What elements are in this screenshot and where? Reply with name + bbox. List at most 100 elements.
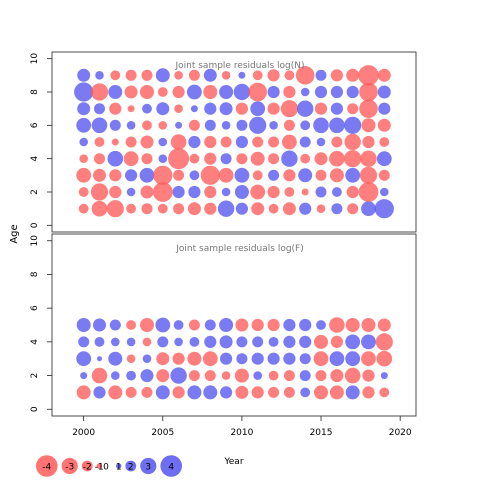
y-tick-label: 2 <box>30 189 40 195</box>
residual-bubble <box>344 367 361 384</box>
residual-bubble <box>300 387 311 398</box>
residual-bubble <box>283 169 296 182</box>
residual-bubble <box>189 170 200 181</box>
panel-n: Joint sample residuals log(N) 0 2 4 6 8 10 <box>30 51 417 233</box>
residual-bubble <box>330 335 343 348</box>
residual-bubble <box>155 385 170 400</box>
legend-label: 1 <box>116 463 122 473</box>
residual-bubble <box>124 85 138 99</box>
residual-bubble <box>219 318 234 332</box>
residual-bubble <box>74 82 94 102</box>
residual-bubble <box>94 103 105 115</box>
residual-bubble <box>358 65 379 86</box>
residual-bubble <box>252 336 264 348</box>
residual-bubble <box>345 318 360 332</box>
legend-bubble <box>125 460 137 472</box>
residual-bubble <box>376 350 393 367</box>
residual-bubble <box>79 137 88 147</box>
residual-bubble <box>93 318 106 332</box>
residual-bubble <box>251 386 264 399</box>
residual-bubble <box>204 202 217 215</box>
residual-bubble <box>157 203 168 214</box>
legend-bubble <box>36 455 58 477</box>
residual-bubble <box>329 317 345 333</box>
residual-bubble <box>347 103 359 115</box>
residual-bubble <box>203 68 217 82</box>
residual-bubble <box>140 369 154 383</box>
residual-bubble <box>297 100 314 117</box>
residual-bubble <box>158 137 168 147</box>
residual-bubble <box>329 150 345 167</box>
residual-bubble <box>125 69 137 81</box>
residual-bubble <box>378 169 390 181</box>
legend-bubble <box>96 463 103 469</box>
residual-bubble <box>268 203 279 214</box>
residual-bubble <box>299 370 311 382</box>
residual-bubble <box>141 153 153 165</box>
residual-bubble <box>220 153 232 165</box>
y-tick-label: 6 <box>30 122 40 128</box>
residual-bubble <box>220 352 233 365</box>
residual-bubble <box>362 135 375 149</box>
residual-bubble <box>283 318 296 332</box>
residual-bubble <box>187 202 201 216</box>
residual-bubble <box>106 200 124 218</box>
residual-bubble <box>301 188 309 196</box>
y-axis-n: 0 2 4 6 8 10 <box>30 53 52 228</box>
legend-bubble <box>140 457 157 475</box>
residual-bubble <box>300 87 310 97</box>
residual-bubble <box>360 150 377 167</box>
residual-bubble <box>377 68 391 82</box>
residual-bubble <box>315 370 327 382</box>
residual-bubble <box>283 119 295 131</box>
legend-label: 4 <box>168 463 174 473</box>
residual-bubble <box>156 102 170 116</box>
residual-bubble <box>248 82 267 102</box>
residual-bubble <box>234 167 250 183</box>
residual-bubble <box>233 83 251 101</box>
x-tick-label: 2000 <box>72 428 95 438</box>
legend-bubble <box>160 455 182 477</box>
x-axis: 2000 2005 2010 2015 2020 <box>72 416 412 438</box>
x-tick-label: 2020 <box>389 428 412 438</box>
residual-bubble <box>284 70 295 81</box>
y-tick-label: 8 <box>30 89 40 95</box>
panel-f-title: Joint sample residuals log(F) <box>175 244 303 254</box>
residual-bubble <box>126 187 136 197</box>
residual-bubble <box>204 185 217 199</box>
residual-bubble <box>315 169 327 181</box>
residual-bubble <box>377 85 391 99</box>
legend-label: 0 <box>103 463 109 473</box>
panel-f-frame <box>51 233 417 417</box>
residual-bubble <box>316 137 326 147</box>
y-tick-label: 4 <box>30 156 40 162</box>
residual-bubble <box>173 203 185 215</box>
residual-bubble <box>359 82 378 102</box>
residual-bubble <box>374 199 394 219</box>
residual-bubble <box>204 102 217 115</box>
residual-bubble <box>376 151 392 167</box>
residual-bubble <box>267 85 280 99</box>
residual-bubble <box>157 87 168 97</box>
residual-bubble <box>283 370 295 382</box>
residual-bubble <box>267 352 280 365</box>
residual-bubble <box>139 167 155 183</box>
residual-bubble <box>109 319 121 331</box>
residual-bubble <box>204 335 217 348</box>
residual-bubble <box>298 168 313 183</box>
residual-bubble <box>90 183 109 201</box>
residual-bubble <box>80 372 88 380</box>
residual-bubble <box>361 201 376 217</box>
y-tick-label: 8 <box>30 271 40 277</box>
residual-bubble <box>344 116 362 134</box>
residual-bubble <box>345 351 361 367</box>
bubble-group-f <box>76 317 393 400</box>
residual-bubble <box>173 169 185 181</box>
residual-bubble <box>168 148 190 170</box>
residual-bubble <box>172 85 185 99</box>
y-tick-label: 2 <box>30 373 40 379</box>
residual-bubble <box>380 187 389 197</box>
residual-bubble <box>152 182 173 202</box>
residual-bubble <box>79 154 88 163</box>
residual-bubble <box>252 170 263 181</box>
